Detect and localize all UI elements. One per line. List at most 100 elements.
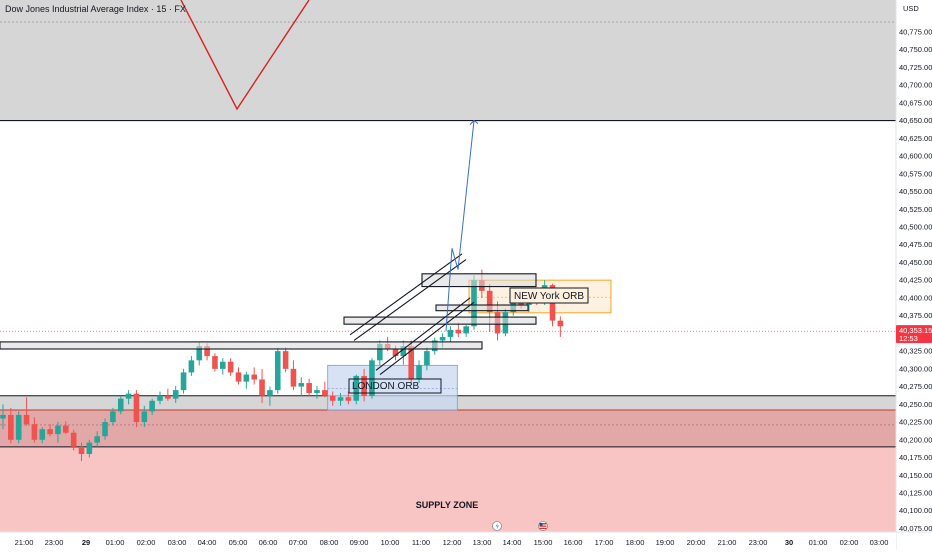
candle-8[interactable] xyxy=(63,421,69,435)
candle-body xyxy=(47,429,53,435)
candle-6[interactable] xyxy=(47,424,53,437)
candle-0[interactable] xyxy=(0,404,6,430)
candle-body xyxy=(361,375,367,396)
candle-body xyxy=(220,361,226,369)
candle-22[interactable] xyxy=(172,385,179,403)
channel-lower-a xyxy=(375,297,471,371)
candle-body xyxy=(408,346,414,380)
candle-5[interactable] xyxy=(39,427,46,444)
candle-71[interactable] xyxy=(557,316,564,337)
range-zone-top[interactable] xyxy=(421,273,537,288)
candle-11[interactable] xyxy=(86,439,93,458)
candle-body xyxy=(290,368,297,387)
candle-body xyxy=(149,400,155,412)
candle-14[interactable] xyxy=(110,407,116,426)
price-axis-unit: USD xyxy=(903,4,919,13)
red-v-line xyxy=(180,0,310,111)
candle-4[interactable] xyxy=(31,417,38,443)
current-price-value: 40,353.15 xyxy=(899,326,932,335)
y-tick-label: 40,425.00 xyxy=(899,276,932,285)
projection-arrow-line xyxy=(445,120,475,332)
x-tick-label: 12:00 xyxy=(443,538,462,547)
candle-15[interactable] xyxy=(117,395,124,415)
us-flag-white-stripe xyxy=(539,526,547,528)
candle-12[interactable] xyxy=(94,431,100,447)
y-tick-label: 40,575.00 xyxy=(899,169,932,178)
candle-body xyxy=(486,290,493,313)
lightning-icon[interactable] xyxy=(492,521,502,531)
candle-19[interactable] xyxy=(149,398,155,415)
candle-10[interactable] xyxy=(78,442,85,462)
candle-body xyxy=(329,395,336,401)
candle-37[interactable] xyxy=(290,360,297,391)
candle-23[interactable] xyxy=(180,368,187,394)
candle-27[interactable] xyxy=(212,353,218,372)
candle-20[interactable] xyxy=(157,391,163,405)
candle-body xyxy=(557,320,564,327)
candle-body xyxy=(227,361,234,373)
candle-2[interactable] xyxy=(15,411,22,444)
supply-zone-label: SUPPLY ZONE xyxy=(416,500,479,510)
candle-31[interactable] xyxy=(243,371,250,389)
candle-47[interactable] xyxy=(369,358,375,399)
candle-38[interactable] xyxy=(298,377,305,396)
candle-body xyxy=(55,425,61,435)
y-tick-label: 40,700.00 xyxy=(899,81,932,90)
candle-body xyxy=(172,390,179,399)
candle-body xyxy=(8,414,14,440)
candle-body xyxy=(243,374,250,382)
candle-body xyxy=(204,346,210,357)
candle-34[interactable] xyxy=(267,386,273,406)
candle-21[interactable] xyxy=(165,388,171,401)
candle-body xyxy=(39,429,46,440)
candle-41[interactable] xyxy=(322,381,328,398)
candle-body xyxy=(102,422,108,437)
candle-24[interactable] xyxy=(188,356,195,376)
y-tick-label: 40,325.00 xyxy=(899,347,932,356)
candle-18[interactable] xyxy=(141,405,148,428)
y-tick-label: 40,725.00 xyxy=(899,63,932,72)
candle-32[interactable] xyxy=(251,367,257,385)
candle-59[interactable] xyxy=(463,324,469,337)
current-price-countdown: 12:53 xyxy=(899,334,918,343)
candle-7[interactable] xyxy=(55,422,61,443)
candle-58[interactable] xyxy=(455,322,462,337)
candle-57[interactable] xyxy=(447,326,454,342)
candle-16[interactable] xyxy=(125,390,132,405)
x-tick-label: 29 xyxy=(82,538,90,547)
candle-29[interactable] xyxy=(227,358,234,376)
candle-43[interactable] xyxy=(337,392,344,406)
candle-1[interactable] xyxy=(8,407,14,444)
candle-40[interactable] xyxy=(314,385,320,399)
candle-13[interactable] xyxy=(102,418,108,440)
candle-body xyxy=(306,383,312,393)
candle-35[interactable] xyxy=(274,347,281,394)
candle-54[interactable] xyxy=(424,347,430,371)
us-flag-canton xyxy=(539,523,543,526)
range-zone-inner[interactable] xyxy=(435,304,529,312)
candle-3[interactable] xyxy=(23,397,30,426)
us-flag-icon[interactable] xyxy=(538,521,548,531)
candle-42[interactable] xyxy=(329,391,336,406)
x-tick-label: 01:00 xyxy=(809,538,828,547)
candle-46[interactable] xyxy=(361,368,367,402)
candle-body xyxy=(337,397,344,401)
x-tick-label: 17:00 xyxy=(595,538,614,547)
x-tick-label: 09:00 xyxy=(350,538,369,547)
candle-30[interactable] xyxy=(235,367,242,385)
candle-body xyxy=(78,446,85,454)
candle-44[interactable] xyxy=(345,391,352,405)
candle-36[interactable] xyxy=(282,347,289,373)
candle-28[interactable] xyxy=(220,358,226,375)
candle-39[interactable] xyxy=(306,378,312,396)
x-tick-label: 21:00 xyxy=(15,538,34,547)
x-tick-label: 02:00 xyxy=(840,538,859,547)
channel-upper-b xyxy=(353,259,467,341)
range-zone-left[interactable] xyxy=(0,341,483,350)
candle-9[interactable] xyxy=(70,429,77,451)
candle-17[interactable] xyxy=(133,390,140,428)
candle-body xyxy=(196,346,203,361)
candle-33[interactable] xyxy=(259,368,265,403)
